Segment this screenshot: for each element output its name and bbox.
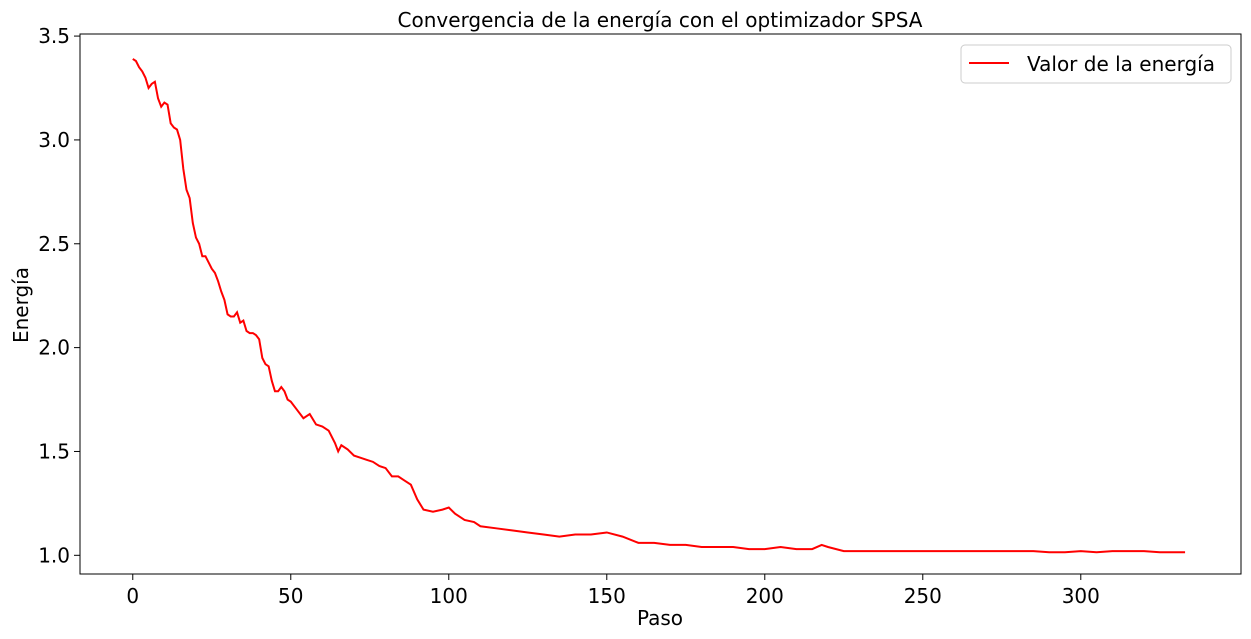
plot-frame [79, 33, 1242, 575]
plot-area [79, 33, 1242, 575]
y-tick-label: 3.5 [38, 24, 70, 48]
x-tick-label: 0 [126, 584, 139, 608]
legend-box [960, 44, 1232, 84]
legend-label: Valor de la energía [1027, 52, 1215, 76]
y-axis-label: Energía [9, 267, 33, 343]
x-tick-label: 50 [278, 584, 303, 608]
y-tick-label: 1.0 [38, 543, 70, 567]
x-tick-label: 100 [430, 584, 468, 608]
x-tick-label: 150 [588, 584, 626, 608]
energy-series-line [132, 58, 1186, 554]
x-tick-label: 200 [746, 584, 784, 608]
x-tick-label: 300 [1062, 584, 1100, 608]
x-axis-ticks: 0 50 100 150 200 250 300 [126, 574, 1100, 608]
y-axis-ticks: 1.0 1.5 2.0 2.5 3.0 3.5 [38, 24, 80, 567]
y-tick-label: 2.5 [38, 232, 70, 256]
x-axis-label: Paso [637, 606, 683, 630]
y-tick-label: 3.0 [38, 128, 70, 152]
x-tick-label: 250 [904, 584, 942, 608]
legend: Valor de la energía [960, 44, 1232, 84]
y-tick-label: 2.0 [38, 336, 70, 360]
chart-title: Convergencia de la energía con el optimi… [398, 8, 923, 32]
y-tick-label: 1.5 [38, 439, 70, 463]
